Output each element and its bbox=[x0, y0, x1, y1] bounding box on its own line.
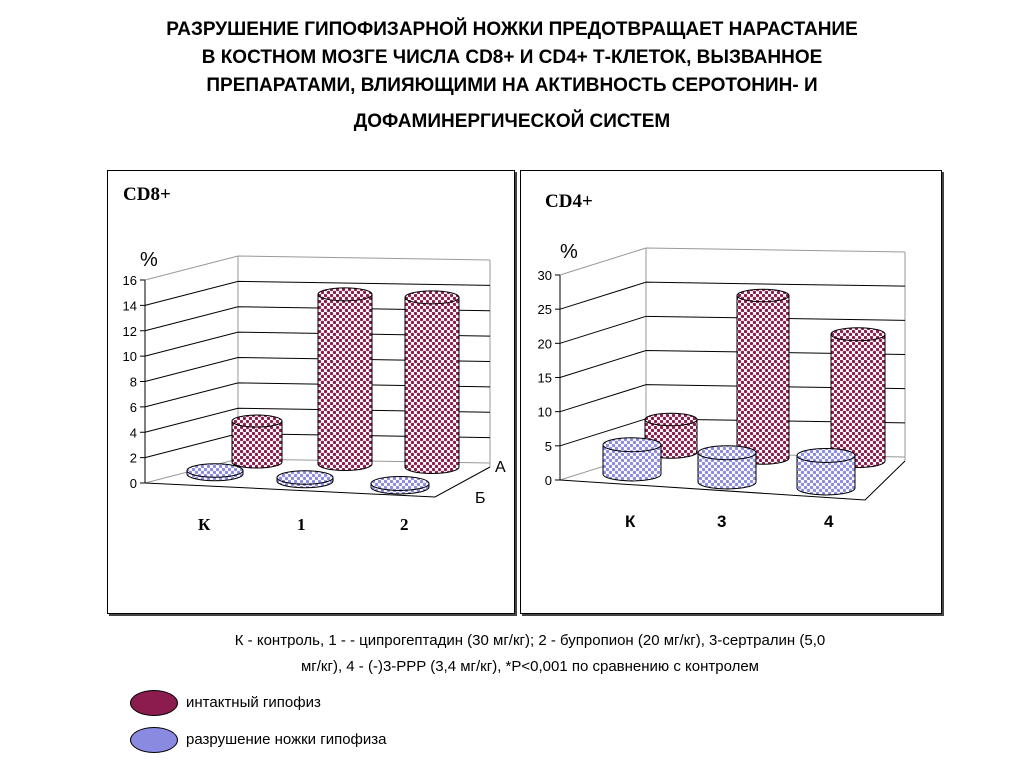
y-axis-label: % bbox=[140, 249, 158, 271]
series-depth-label: А bbox=[495, 459, 506, 476]
legend-item-lesion: разрушение ножки гипофиза bbox=[130, 727, 386, 753]
legend-swatch-lesion bbox=[130, 727, 178, 753]
x-category-label: 2 bbox=[400, 515, 409, 534]
bar-lesion-top bbox=[697, 445, 757, 461]
title-line: В КОСТНОМ МОЗГЕ ЧИСЛА CD8+ И CD4+ Т-КЛЕТ… bbox=[201, 47, 823, 68]
legend-label: разрушение ножки гипофиза bbox=[186, 730, 387, 748]
y-tick-label: 25 bbox=[538, 302, 552, 317]
bar-intact bbox=[830, 333, 886, 468]
bar-intact-top bbox=[404, 290, 460, 305]
y-tick-label: 0 bbox=[130, 476, 137, 491]
bar-intact bbox=[231, 420, 283, 469]
cd4-chart-frame bbox=[520, 170, 942, 614]
x-category-label: 3 bbox=[717, 512, 726, 531]
x-category-label: К bbox=[198, 515, 211, 534]
bar-intact-top bbox=[830, 327, 886, 342]
footnote-line: К - контроль, 1 - - ципрогептадин (30 мг… bbox=[234, 632, 826, 649]
chart-title: CD4+ bbox=[545, 191, 593, 212]
gridline bbox=[144, 255, 491, 281]
bar-lesion bbox=[697, 452, 757, 490]
floor-edge bbox=[144, 466, 491, 498]
y-tick-label: 6 bbox=[130, 400, 137, 415]
floor-edge bbox=[559, 460, 906, 501]
y-tick-label: 12 bbox=[123, 324, 137, 339]
y-tick-label: 2 bbox=[130, 451, 137, 466]
footnote-line: мг/кг), 4 - (-)3-PPP (3,4 мг/кг), *P<0,0… bbox=[300, 658, 759, 675]
y-tick-label: 10 bbox=[123, 349, 137, 364]
y-axis-label: % bbox=[560, 241, 578, 263]
y-tick-label: 8 bbox=[130, 375, 137, 390]
footnote: К - контроль, 1 - - ципрогептадин (30 мг… bbox=[150, 628, 910, 680]
bar-intact bbox=[404, 296, 460, 474]
bar-lesion-top bbox=[276, 470, 334, 485]
bar-intact-top bbox=[317, 287, 373, 302]
bar-intact bbox=[317, 293, 373, 471]
gridline bbox=[559, 247, 906, 276]
bar-lesion-top bbox=[186, 463, 244, 478]
bar-intact-top bbox=[736, 288, 790, 303]
bar-lesion bbox=[602, 444, 662, 482]
y-tick-label: 4 bbox=[130, 425, 137, 440]
gridline bbox=[559, 349, 906, 378]
cd8-chart-frame bbox=[107, 170, 515, 614]
gridline bbox=[559, 315, 906, 344]
gridline bbox=[559, 384, 906, 413]
gridline bbox=[559, 281, 906, 310]
title-line: ДОФАМИНЕРГИЧЕСКОЙ СИСТЕМ bbox=[353, 111, 671, 132]
slide-title: РАЗРУШЕНИЕ ГИПОФИЗАРНОЙ НОЖКИ ПРЕДОТВРАЩ… bbox=[60, 16, 964, 136]
y-tick-label: 30 bbox=[538, 268, 552, 283]
bar-lesion-top bbox=[796, 448, 856, 463]
chart-title: CD8+ bbox=[123, 184, 171, 205]
y-tick-label: 0 bbox=[545, 473, 552, 488]
legend-label: интактный гипофиз bbox=[186, 693, 321, 711]
legend-swatch-intact bbox=[130, 690, 178, 716]
bar-lesion bbox=[796, 455, 856, 496]
x-category-label: 4 bbox=[824, 512, 834, 531]
y-tick-label: 5 bbox=[545, 439, 552, 454]
y-tick-label: 10 bbox=[538, 405, 552, 420]
bar-intact bbox=[736, 295, 790, 465]
y-tick-label: 14 bbox=[123, 298, 137, 313]
y-tick-label: 16 bbox=[123, 273, 137, 288]
y-tick-label: 20 bbox=[538, 336, 552, 351]
bar-lesion-top bbox=[602, 437, 662, 453]
x-category-label: К bbox=[625, 512, 636, 531]
bar-intact-top bbox=[644, 412, 698, 427]
title-line: РАЗРУШЕНИЕ ГИПОФИЗАРНОЙ НОЖКИ ПРЕДОТВРАЩ… bbox=[166, 19, 858, 40]
gridline bbox=[144, 280, 491, 306]
title-line: ПРЕПАРАТАМИ, ВЛИЯЮЩИМИ НА АКТИВНОСТЬ СЕР… bbox=[206, 75, 818, 96]
series-depth-label: Б bbox=[475, 490, 486, 507]
bar-intact-top bbox=[231, 414, 283, 428]
legend-item-intact: интактный гипофиз bbox=[130, 690, 321, 716]
y-tick-label: 15 bbox=[538, 371, 552, 386]
bar-lesion-top bbox=[370, 476, 430, 491]
x-category-label: 1 bbox=[297, 515, 306, 534]
